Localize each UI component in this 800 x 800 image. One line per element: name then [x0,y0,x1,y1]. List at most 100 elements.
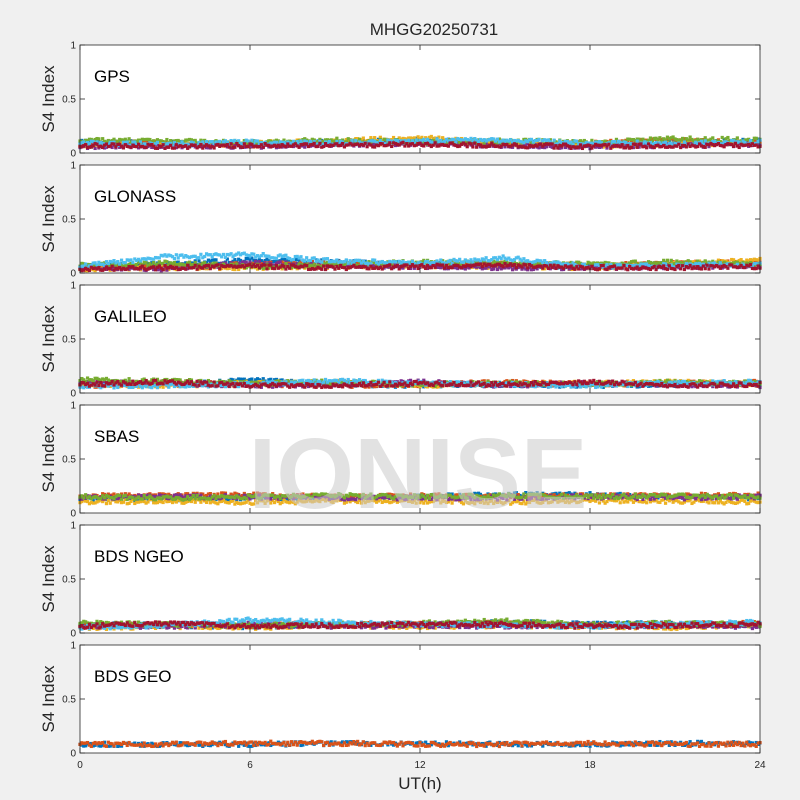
data-point [463,258,467,262]
data-point [624,146,628,150]
data-point [210,142,214,146]
data-point [374,140,379,145]
data-point [395,142,399,147]
data-point [688,260,692,264]
data-point [391,265,396,269]
data-point [278,253,282,257]
data-point [737,140,741,144]
data-point [673,263,677,267]
data-point [671,265,675,269]
data-point [135,139,139,143]
data-point [293,254,297,259]
data-point [289,265,294,269]
data-point [452,137,456,142]
data-point [367,260,371,264]
data-point [682,260,687,264]
data-point [439,263,443,267]
data-point [91,261,95,265]
data-point [129,265,133,269]
data-point [524,259,528,263]
data-point [492,262,496,266]
data-point [357,258,362,262]
data-point [667,265,671,270]
data-point [114,266,118,270]
data-point [709,261,713,265]
data-point [320,145,324,149]
data-point [150,261,154,265]
data-point [97,137,101,141]
data-point [471,263,475,267]
data-point [720,135,724,140]
data-point [595,263,600,267]
data-point [452,140,456,144]
data-point [312,140,316,144]
data-point [701,260,705,264]
data-point [620,143,624,147]
data-point [108,268,112,272]
data-point [208,264,212,268]
data-point [152,265,156,269]
data-point [276,143,280,147]
data-point [187,264,192,268]
data-point [648,140,653,145]
data-point [403,138,407,143]
data-point [690,265,694,269]
data-point [597,143,602,148]
data-point [150,142,154,147]
data-point [165,264,169,268]
data-point [125,267,129,271]
data-point [671,137,675,141]
data-point [584,144,588,148]
data-point [189,266,194,270]
data-point [624,263,628,267]
data-point [163,268,167,272]
data-point [386,261,390,266]
data-point [622,146,626,150]
data-point [597,261,602,266]
data-point [663,138,668,142]
data-point [560,140,564,145]
data-point [507,261,511,265]
data-point [203,261,207,265]
data-point [720,144,724,148]
data-point [571,139,575,143]
data-point [350,139,354,143]
data-point [172,139,177,143]
data-point [673,141,677,146]
data-point [665,265,670,270]
data-point [223,261,228,265]
data-point [484,139,488,143]
data-point [265,140,269,144]
data-point [136,260,141,264]
data-point [365,145,369,149]
data-point [601,140,605,144]
data-point [140,144,144,148]
data-point [165,254,169,258]
data-point [337,266,341,270]
data-point [739,139,743,143]
data-point [238,264,243,269]
data-point [280,257,284,262]
data-point [104,142,109,146]
data-point [501,254,505,258]
data-point [167,265,171,270]
data-point [444,137,449,142]
data-point [603,260,607,265]
data-point [699,142,704,146]
data-point [646,138,651,142]
data-point [242,260,246,264]
data-point [577,145,581,149]
data-point [272,266,277,271]
data-point [106,144,110,149]
data-point [382,137,386,142]
data-point [265,257,269,261]
data-point [161,254,165,258]
data-point [503,259,507,264]
data-point [312,141,316,145]
data-point [220,264,224,268]
data-point [261,145,265,149]
data-point [229,142,233,146]
data-point [643,140,647,144]
data-point [748,261,753,265]
